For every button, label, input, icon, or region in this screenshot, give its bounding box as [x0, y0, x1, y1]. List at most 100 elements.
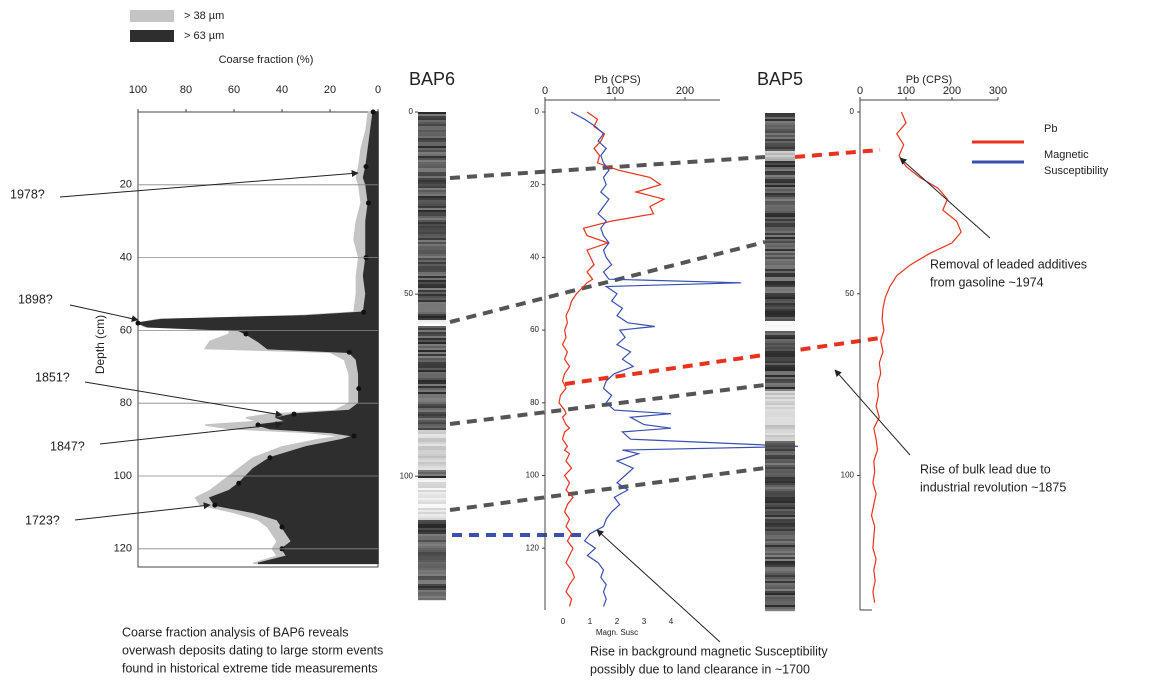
core-band [765, 125, 795, 128]
core-band [418, 246, 446, 249]
value-tick-label: 0 [375, 84, 381, 96]
core-band [765, 419, 795, 422]
core-band [765, 585, 795, 588]
core-band [418, 264, 446, 267]
core-band [765, 519, 795, 522]
core-band [765, 465, 795, 468]
data-dot [370, 109, 376, 115]
core-band [765, 393, 795, 396]
core-band [765, 567, 795, 570]
core-band [418, 362, 446, 365]
core-band [765, 257, 795, 260]
core-band [418, 408, 446, 411]
core-band [418, 324, 446, 327]
core-band [418, 566, 446, 569]
core-band [765, 575, 795, 578]
area [135, 111, 379, 565]
core-band [765, 381, 795, 384]
core-band [765, 425, 795, 428]
core-band [418, 218, 446, 221]
core-band [418, 244, 446, 247]
core-band [765, 291, 795, 294]
core-band [765, 479, 795, 482]
core-band [765, 485, 795, 488]
data-dot [279, 524, 285, 530]
core-band [765, 609, 795, 612]
core-band [765, 437, 795, 440]
core-band [765, 319, 795, 322]
core-band [418, 190, 446, 193]
series-line [870, 111, 962, 603]
core-band [765, 527, 795, 530]
core-band [418, 326, 446, 329]
core-band [418, 592, 446, 595]
core-band [765, 487, 795, 490]
annotation: from gasoline ~1974 [930, 275, 1044, 289]
core-band [418, 374, 446, 377]
core-band [418, 438, 446, 441]
core-band [765, 599, 795, 602]
core-band [765, 127, 795, 130]
depth-tick-label: 100 [114, 470, 132, 482]
depth-tick-label: 40 [120, 252, 132, 264]
core-band [418, 444, 446, 447]
core-band [418, 382, 446, 385]
legend-label: Pb [1044, 123, 1057, 135]
core-band [418, 468, 446, 471]
core-band [765, 461, 795, 464]
core-band [418, 290, 446, 293]
data-dot [346, 349, 352, 355]
annotation: 1723? [25, 513, 60, 527]
annotation-arrow [99, 421, 283, 445]
core-band [765, 385, 795, 388]
core-band [418, 350, 446, 353]
depth-tick-label: 80 [120, 397, 132, 409]
core-band [418, 234, 446, 237]
core-band [765, 171, 795, 174]
core-band [418, 406, 446, 409]
core-band [418, 364, 446, 367]
core-band [418, 386, 446, 389]
core-band [418, 484, 446, 487]
core-band [765, 313, 795, 316]
core-band [765, 339, 795, 342]
core-band [765, 113, 795, 116]
core-band [418, 380, 446, 383]
core-band [765, 363, 795, 366]
core-band [418, 348, 446, 351]
core-band [765, 199, 795, 202]
core-band [418, 284, 446, 287]
core-band [765, 589, 795, 592]
core-band [418, 160, 446, 163]
core-band [765, 583, 795, 586]
core-band [765, 283, 795, 286]
core-band [418, 360, 446, 363]
core-band [418, 492, 446, 495]
value-tick-label: 200 [943, 85, 961, 97]
core-band [418, 214, 446, 217]
core-band [418, 410, 446, 413]
core-band [418, 274, 446, 277]
core-band [765, 533, 795, 536]
core-band [418, 500, 446, 503]
core-band [418, 128, 446, 131]
core-band [418, 544, 446, 547]
y2-tick-label: 2 [615, 617, 620, 626]
core-band [765, 303, 795, 306]
core-band [765, 147, 795, 150]
core-band [418, 560, 446, 563]
core-band [765, 445, 795, 448]
core-band [418, 504, 446, 507]
depth-tick-label: 0 [535, 107, 540, 116]
core-band [418, 486, 446, 489]
annotation: possibly due to land clearance in ~1700 [590, 662, 810, 676]
depth-tick-label: 20 [530, 180, 539, 189]
core-band [418, 300, 446, 303]
data-dot [243, 331, 249, 337]
core-band [765, 175, 795, 178]
core-band [765, 561, 795, 564]
core-band [418, 118, 446, 121]
core-band [765, 323, 795, 326]
core-band [765, 165, 795, 168]
core-band [418, 418, 446, 421]
